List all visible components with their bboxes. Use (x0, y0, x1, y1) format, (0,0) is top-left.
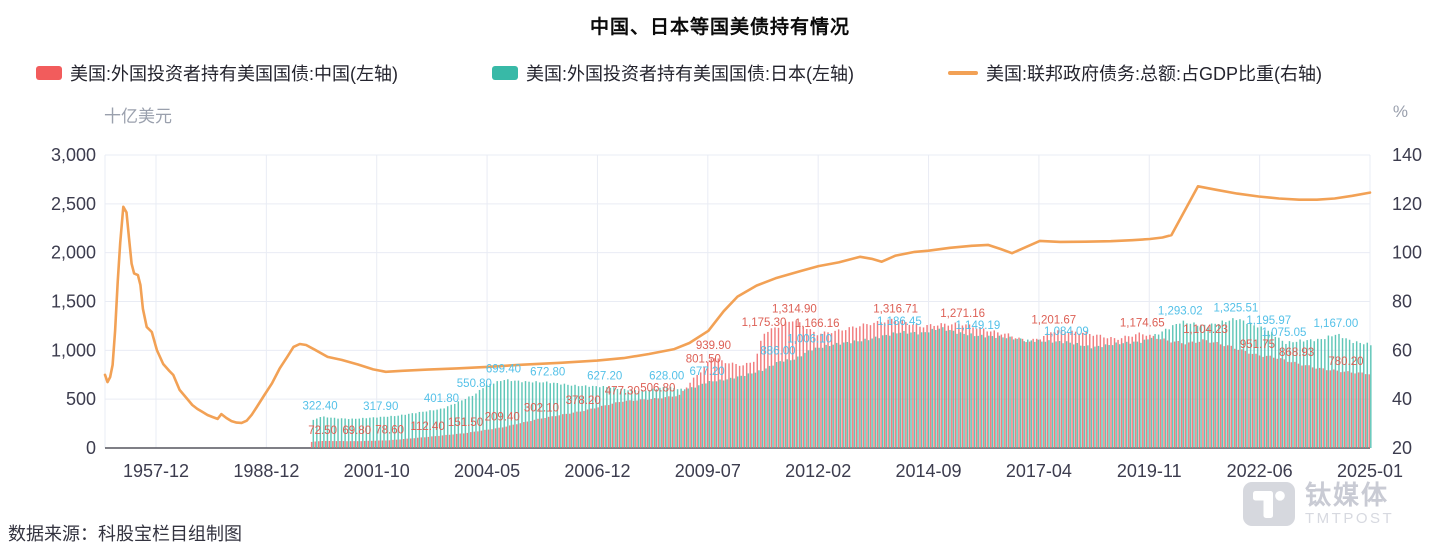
svg-text:60: 60 (1392, 340, 1412, 360)
svg-text:2001-10: 2001-10 (344, 461, 410, 481)
svg-text:500: 500 (66, 389, 96, 409)
svg-text:628.00: 628.00 (649, 371, 684, 383)
legend-item-debt-gdp[interactable]: 美国:联邦政府债务:总额:占GDP比重(右轴) (948, 62, 1322, 84)
svg-text:699.40: 699.40 (486, 364, 521, 376)
svg-text:550.80: 550.80 (457, 378, 492, 390)
svg-text:1,084.09: 1,084.09 (1044, 326, 1089, 338)
svg-text:677.20: 677.20 (690, 366, 725, 378)
svg-text:506.80: 506.80 (640, 383, 675, 395)
svg-text:69.80: 69.80 (342, 425, 371, 437)
legend-label-debt-gdp: 美国:联邦政府债务:总额:占GDP比重(右轴) (986, 64, 1322, 84)
svg-text:1,293.02: 1,293.02 (1158, 306, 1203, 318)
svg-text:780.20: 780.20 (1328, 356, 1363, 368)
watermark-cn-text: 钛媒体 (1305, 480, 1390, 510)
svg-text:302.10: 302.10 (524, 402, 559, 414)
svg-text:1,186.45: 1,186.45 (877, 316, 922, 328)
svg-text:2,500: 2,500 (51, 194, 96, 214)
svg-text:317.90: 317.90 (363, 401, 398, 413)
svg-text:100: 100 (1392, 243, 1422, 263)
svg-text:112.40: 112.40 (410, 421, 444, 433)
svg-text:939.90: 939.90 (696, 340, 731, 352)
svg-text:2025-01: 2025-01 (1337, 461, 1403, 481)
tmtpost-logo-icon (1243, 482, 1295, 526)
svg-text:1,166.16: 1,166.16 (795, 318, 840, 330)
watermark-en-text: TMTPOST (1305, 510, 1395, 527)
svg-text:2006-12: 2006-12 (564, 461, 630, 481)
svg-text:868.93: 868.93 (1279, 347, 1314, 359)
source-note: 数据来源：科股宝栏目组制图 (8, 524, 242, 544)
svg-text:3,000: 3,000 (51, 145, 96, 165)
legend-label-japan: 美国:外国投资者持有美国国债:日本(左轴) (526, 64, 854, 84)
svg-text:1,104.23: 1,104.23 (1183, 324, 1228, 336)
svg-text:0: 0 (86, 438, 96, 458)
svg-text:401.80: 401.80 (424, 393, 459, 405)
svg-text:1988-12: 1988-12 (233, 461, 299, 481)
svg-text:2019-11: 2019-11 (1117, 461, 1182, 481)
svg-text:477.30: 477.30 (605, 385, 640, 397)
svg-text:672.80: 672.80 (530, 366, 565, 378)
svg-text:1,314.90: 1,314.90 (772, 304, 817, 316)
svg-text:2,000: 2,000 (51, 243, 96, 263)
svg-text:1,175.30: 1,175.30 (742, 317, 787, 329)
svg-text:1,167.00: 1,167.00 (1313, 318, 1358, 330)
svg-text:2017-04: 2017-04 (1006, 461, 1072, 481)
watermark-text: 钛媒体 TMTPOST (1305, 482, 1394, 527)
svg-text:886.00: 886.00 (760, 345, 795, 357)
svg-text:1,174.65: 1,174.65 (1120, 317, 1165, 329)
debt-gdp-legend-line-icon (948, 71, 978, 75)
svg-text:1,195.97: 1,195.97 (1246, 315, 1291, 327)
chart-title: 中国、日本等国美债持有情况 (589, 17, 850, 38)
japan-legend-swatch-icon (492, 66, 518, 80)
svg-text:1957-12: 1957-12 (123, 461, 189, 481)
svg-text:1,316.71: 1,316.71 (873, 303, 918, 315)
svg-text:627.20: 627.20 (587, 371, 622, 383)
svg-text:322.40: 322.40 (302, 401, 337, 413)
svg-text:2022-06: 2022-06 (1227, 461, 1293, 481)
svg-text:120: 120 (1392, 194, 1422, 214)
svg-text:1,201.67: 1,201.67 (1031, 315, 1076, 327)
legend-item-japan[interactable]: 美国:外国投资者持有美国国债:日本(左轴) (492, 62, 854, 84)
svg-text:151.50: 151.50 (448, 417, 483, 429)
svg-text:2012-02: 2012-02 (785, 461, 851, 481)
svg-text:209.40: 209.40 (485, 412, 520, 424)
legend-item-china[interactable]: 美国:外国投资者持有美国国债:中国(左轴) (36, 62, 398, 84)
svg-text:1,325.51: 1,325.51 (1214, 303, 1259, 315)
svg-text:80: 80 (1392, 292, 1412, 312)
svg-text:1,006.10: 1,006.10 (787, 334, 832, 346)
svg-text:378.20: 378.20 (566, 395, 601, 407)
svg-text:72.50: 72.50 (308, 425, 337, 437)
legend-label-china: 美国:外国投资者持有美国国债:中国(左轴) (70, 64, 398, 84)
svg-text:1,075.05: 1,075.05 (1262, 327, 1307, 339)
svg-text:1,000: 1,000 (51, 340, 96, 360)
tmtpost-watermark: 钛媒体 TMTPOST (1243, 482, 1394, 527)
svg-text:40: 40 (1392, 389, 1412, 409)
svg-text:140: 140 (1392, 145, 1422, 165)
svg-text:20: 20 (1392, 438, 1412, 458)
china-legend-swatch-icon (36, 66, 62, 80)
svg-text:801.50: 801.50 (686, 354, 721, 366)
svg-text:2004-05: 2004-05 (454, 461, 520, 481)
svg-text:78.60: 78.60 (375, 424, 404, 436)
left-axis-unit: 十亿美元 (104, 107, 172, 126)
svg-text:1,271.16: 1,271.16 (940, 308, 985, 320)
svg-text:1,149.19: 1,149.19 (955, 320, 1000, 332)
svg-text:951.75: 951.75 (1240, 339, 1275, 351)
svg-text:2009-07: 2009-07 (675, 461, 741, 481)
svg-text:2014-09: 2014-09 (896, 461, 962, 481)
svg-text:1,500: 1,500 (51, 292, 96, 312)
right-axis-unit: % (1392, 102, 1408, 121)
